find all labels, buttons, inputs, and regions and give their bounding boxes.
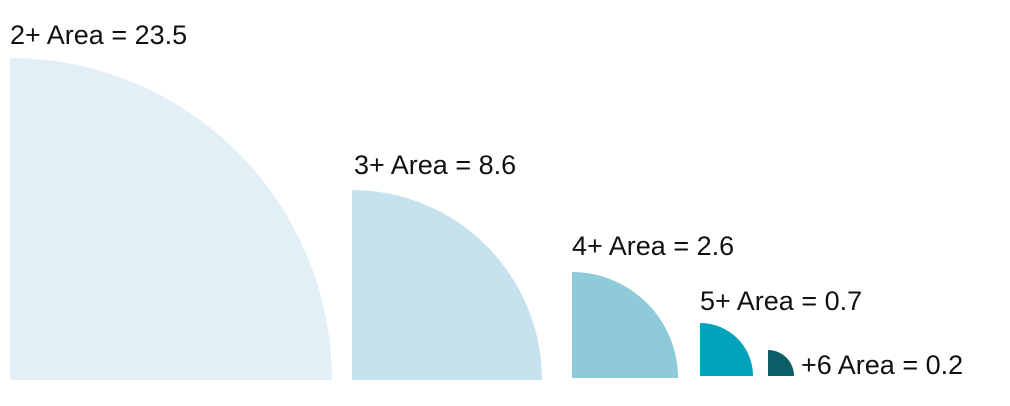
quarter-circle-5plus <box>700 323 753 376</box>
label-3plus-area: 3+ Area = 8.6 <box>354 150 517 180</box>
quarter-circle-3plus <box>352 190 542 380</box>
label-4plus-area: 4+ Area = 2.6 <box>572 231 735 261</box>
quarter-circle-4plus <box>572 272 678 378</box>
label-2plus-area: 2+ Area = 23.5 <box>10 20 188 50</box>
quarter-circle-6plus <box>768 350 794 376</box>
quarter-circle-2plus <box>10 58 332 380</box>
label-5plus-area: 5+ Area = 0.7 <box>700 286 863 316</box>
label-6plus-area: +6 Area = 0.2 <box>801 350 964 380</box>
